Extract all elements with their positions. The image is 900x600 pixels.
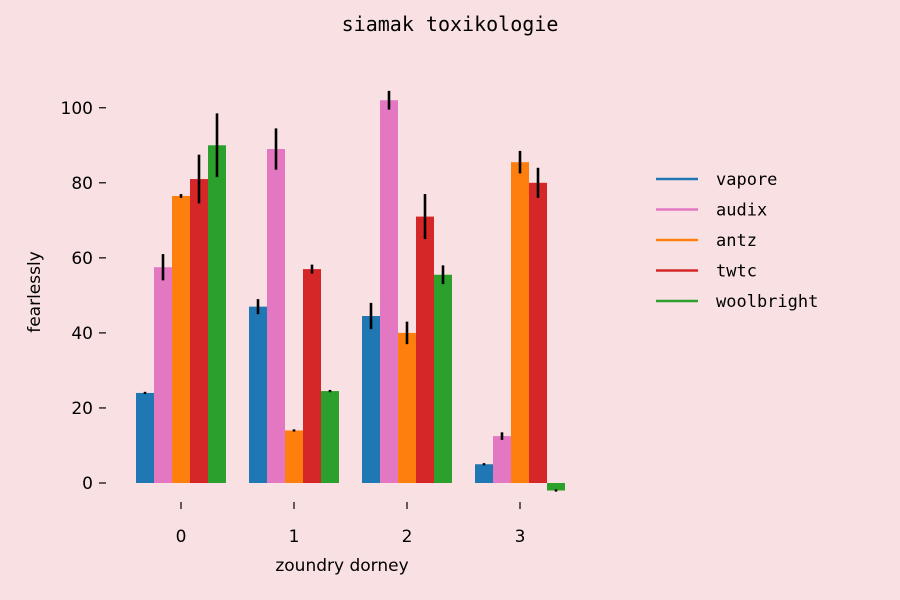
bar-audix-0: [154, 267, 172, 483]
bar-audix-2: [380, 100, 398, 484]
bar-vapore-3: [475, 464, 493, 483]
legend-label-antz: antz: [716, 231, 757, 251]
y-axis-label: fearlessly: [25, 251, 45, 333]
bar-woolbright-2: [434, 274, 452, 483]
bar-woolbright-1: [321, 391, 339, 483]
bar-antz-3: [511, 162, 529, 483]
legend-label-audix: audix: [716, 201, 767, 221]
bar-audix-1: [267, 149, 285, 483]
y-tick-label: 80: [71, 174, 93, 194]
bar-twtc-2: [416, 216, 434, 483]
y-tick-label: 40: [71, 324, 93, 344]
legend: vapore audix antz twtc woolbright: [656, 170, 818, 312]
bar-woolbright-3: [547, 483, 565, 491]
bar-twtc-0: [190, 179, 208, 484]
x-tick-label: 0: [176, 527, 187, 547]
x-tick-label: 3: [515, 527, 526, 547]
x-tick-label: 1: [289, 527, 300, 547]
bar-vapore-1: [249, 306, 267, 483]
bar-twtc-1: [303, 269, 321, 483]
legend-label-vapore: vapore: [716, 170, 777, 190]
bar-antz-1: [285, 430, 303, 483]
bar-antz-2: [398, 332, 416, 483]
bar-vapore-2: [362, 316, 380, 483]
bar-audix-3: [493, 436, 511, 483]
legend-label-woolbright: woolbright: [716, 292, 818, 312]
y-tick-label: 0: [82, 474, 93, 494]
x-axis-label: zoundry dorney: [275, 556, 408, 576]
chart-title: siamak toxikologie: [342, 12, 559, 36]
bar-woolbright-0: [208, 145, 226, 483]
plot-area: 0 20 40 60 80 100 0 1 2 3: [61, 90, 565, 547]
y-tick-label: 20: [71, 399, 93, 419]
y-tick-label: 60: [71, 249, 93, 269]
x-tick-label: 2: [402, 527, 413, 547]
bar-antz-0: [172, 195, 190, 483]
legend-label-twtc: twtc: [716, 262, 757, 282]
bar-twtc-3: [529, 182, 547, 484]
y-tick-label: 100: [61, 99, 93, 119]
bar-vapore-0: [136, 392, 154, 483]
